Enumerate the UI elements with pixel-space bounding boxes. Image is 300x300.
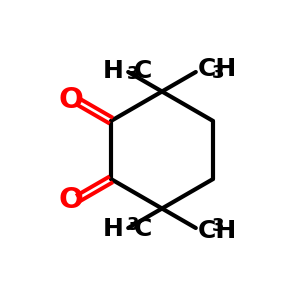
Text: 3: 3 (212, 64, 224, 82)
Text: 3: 3 (127, 216, 139, 234)
Text: C: C (134, 58, 152, 82)
Text: 3: 3 (212, 217, 224, 235)
Text: H: H (103, 218, 124, 242)
Text: H: H (103, 58, 124, 82)
Text: CH: CH (197, 219, 236, 243)
Text: O: O (58, 86, 83, 114)
Text: CH: CH (197, 57, 236, 81)
Text: O: O (58, 186, 83, 214)
Text: C: C (134, 218, 152, 242)
Text: 3: 3 (127, 65, 139, 83)
